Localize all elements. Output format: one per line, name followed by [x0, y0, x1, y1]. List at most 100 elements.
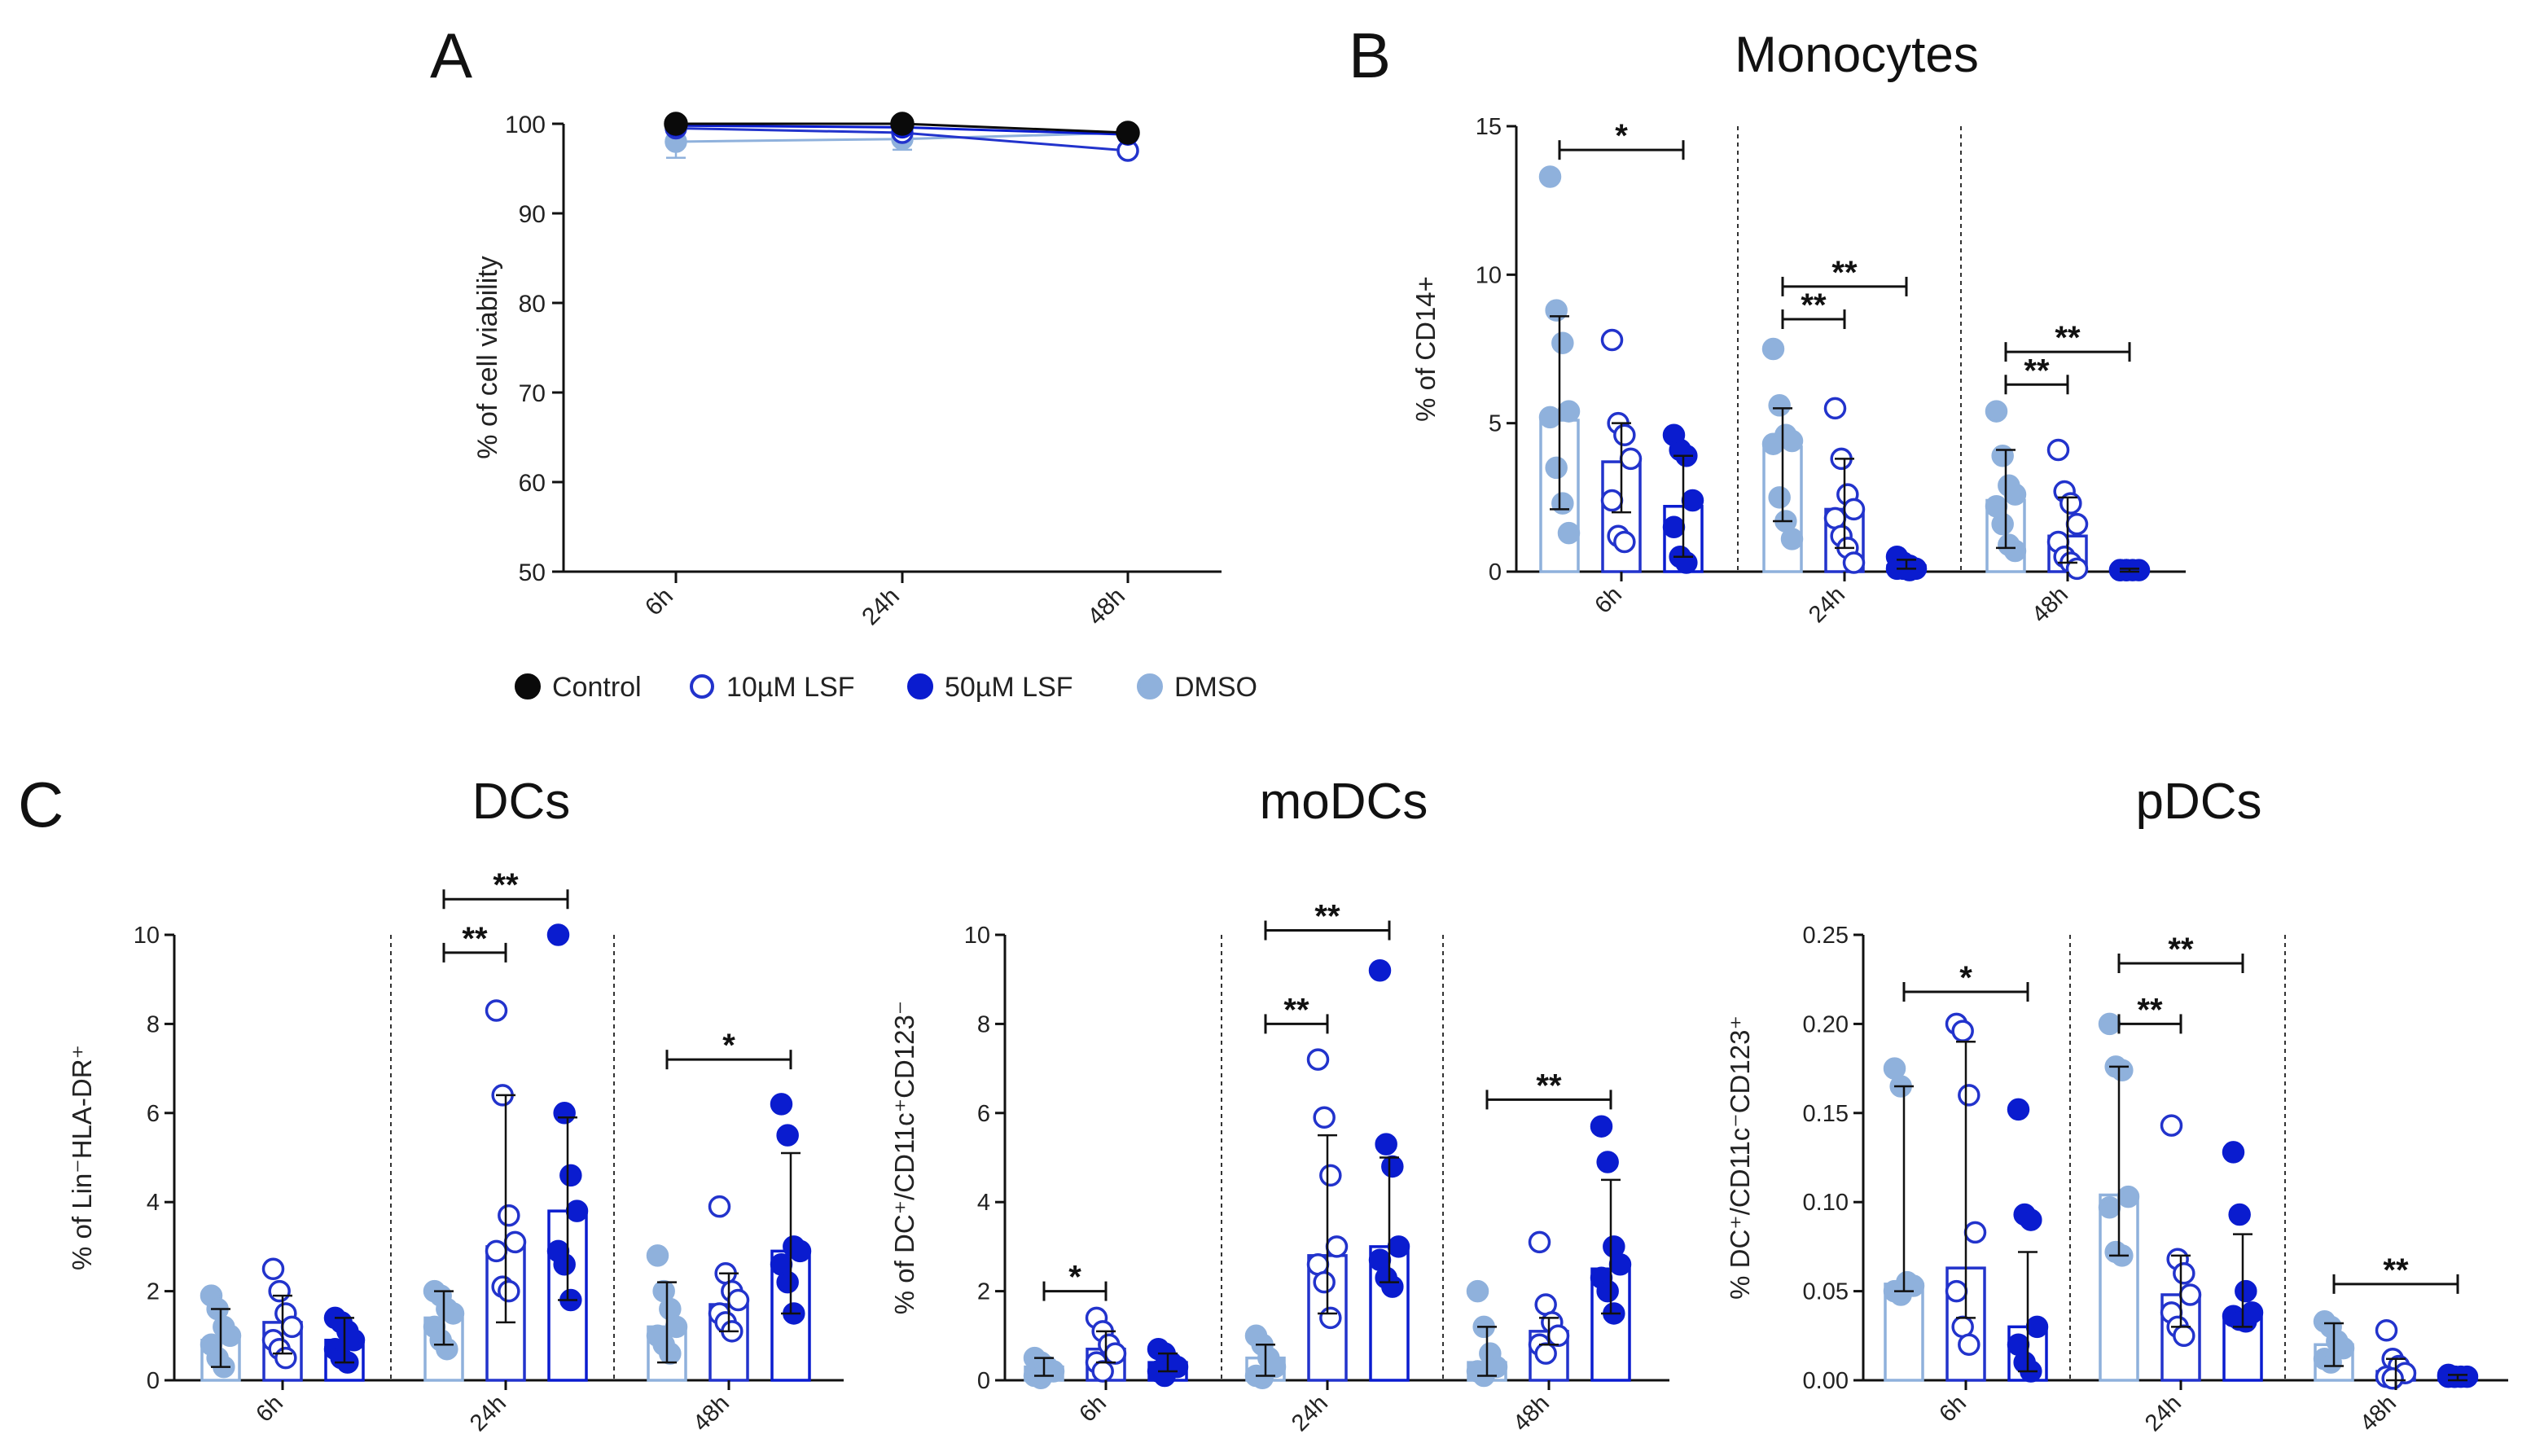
- c3-point-dmso: [1889, 1283, 1912, 1306]
- c1-x-tick-label: 48h: [688, 1390, 735, 1436]
- c2-sig-label: **: [1314, 899, 1340, 935]
- panel-label-a: A: [430, 20, 472, 91]
- c3-y-tick-label: 0.00: [1803, 1368, 1849, 1394]
- b-point-lsf10: [1613, 423, 1636, 447]
- c2-y-tick-label: 10: [964, 923, 990, 949]
- legend-label-dmso: DMSO: [1174, 672, 1257, 703]
- b-point-lsf50: [1675, 551, 1698, 574]
- c2-point-lsf10: [1091, 1360, 1114, 1383]
- c3-sig-label: **: [2137, 992, 2163, 1028]
- c1-point-dmso: [659, 1342, 682, 1365]
- b-point-dmso: [1768, 394, 1791, 417]
- legend-item-control: Control: [515, 672, 642, 703]
- b-y-axis-label: % of CD14+: [1410, 276, 1441, 422]
- b-point-dmso: [1780, 429, 1804, 453]
- c3-point-lsf10: [1958, 1084, 1980, 1107]
- b-point-dmso: [1538, 406, 1562, 429]
- c2-title: moDCs: [1260, 774, 1428, 830]
- c3-y-tick-label: 0.25: [1803, 923, 1849, 949]
- c3-point-lsf10: [1945, 1279, 1968, 1303]
- c2-sig-label: **: [1536, 1068, 1562, 1103]
- legend-item-10um-lsf: 10µM LSF: [690, 672, 855, 703]
- c3-point-lsf10: [2375, 1318, 2398, 1342]
- c2-point-lsf10: [1546, 1324, 1570, 1348]
- b-point-dmso: [1545, 456, 1568, 480]
- legend: Control 10µM LSF 50µM LSF DMSO: [515, 672, 1257, 703]
- c1-point-dmso: [218, 1324, 242, 1348]
- c2-point-lsf50: [1381, 1275, 1404, 1298]
- c3-point-lsf50: [2007, 1098, 2030, 1121]
- c3-point-lsf50: [2025, 1315, 2049, 1339]
- b-point-dmso: [1768, 486, 1791, 509]
- a-y-tick-label: 50: [519, 559, 546, 586]
- b-point-dmso: [1780, 528, 1804, 550]
- c2-point-lsf50: [1608, 1253, 1632, 1276]
- c1-point-lsf50: [546, 923, 570, 946]
- c2-y-tick-label: 2: [977, 1279, 990, 1305]
- c3-x-tick-label: 48h: [2355, 1390, 2402, 1436]
- b-point-dmso: [1991, 512, 2014, 536]
- c3-point-lsf50: [2222, 1141, 2245, 1164]
- c3-x-tick-label: 6h: [1935, 1390, 1972, 1427]
- c3-point-lsf10: [2178, 1283, 2202, 1306]
- panel-label-b: B: [1349, 20, 1391, 91]
- b-point-dmso: [1557, 400, 1581, 423]
- c1-point-dmso: [646, 1244, 669, 1267]
- c1-point-dmso: [436, 1337, 458, 1361]
- b-point-lsf10: [1823, 397, 1847, 420]
- a-y-tick-label: 70: [519, 380, 546, 407]
- c2-point-lsf50: [1368, 959, 1392, 982]
- c3-point-dmso: [2098, 1012, 2121, 1036]
- b-point-lsf10: [1842, 498, 1866, 521]
- c2-y-tick-label: 0: [977, 1368, 990, 1394]
- c1-point-lsf10: [485, 1239, 508, 1263]
- c2-point-lsf10: [1319, 1164, 1342, 1187]
- c1-y-tick-label: 10: [134, 923, 160, 949]
- c3-sig-label: *: [1959, 960, 1972, 996]
- c1-point-lsf10: [261, 1257, 285, 1280]
- c3-point-lsf10: [1958, 1333, 1980, 1356]
- b-x-tick-label: 24h: [1804, 581, 1850, 628]
- b-point-dmso: [1761, 432, 1785, 455]
- c3-y-tick-label: 0.20: [1803, 1011, 1849, 1037]
- c2-point-lsf50: [1387, 1235, 1410, 1258]
- c1-y-axis-label: % of Lin⁻HLA-DR⁺: [67, 1045, 97, 1270]
- b-point-dmso: [1551, 492, 1574, 515]
- c3-point-dmso: [2319, 1351, 2342, 1374]
- c1-point-lsf50: [565, 1199, 589, 1222]
- c3-sig-label: **: [2383, 1252, 2409, 1288]
- c2-x-tick-label: 6h: [1075, 1390, 1112, 1427]
- c2-sig-label: **: [1283, 992, 1309, 1028]
- c3-point-lsf10: [2173, 1324, 2195, 1348]
- c1-y-tick-label: 2: [147, 1279, 160, 1305]
- b-point-lsf10: [1600, 489, 1624, 512]
- b-point-lsf50: [2115, 559, 2138, 581]
- c1-point-lsf10: [274, 1346, 297, 1370]
- c2-point-lsf10: [1103, 1342, 1127, 1365]
- b-point-dmso: [1991, 445, 2014, 467]
- b-sig-label: **: [2024, 353, 2050, 388]
- a-y-tick-label: 80: [519, 291, 546, 318]
- c1-point-lsf50: [776, 1124, 799, 1147]
- legend-label-10um-lsf: 10µM LSF: [726, 672, 855, 703]
- b-point-lsf10: [2065, 557, 2089, 581]
- legend-label-control: Control: [552, 672, 642, 703]
- b-point-dmso: [1551, 331, 1574, 354]
- c1-y-tick-label: 0: [147, 1368, 160, 1394]
- c2-point-lsf50: [1596, 1279, 1619, 1303]
- c3-y-tick-label: 0.15: [1803, 1101, 1849, 1127]
- c1-point-dmso: [441, 1302, 465, 1325]
- legend-label-50um-lsf: 50µM LSF: [945, 672, 1073, 703]
- c2-y-tick-label: 4: [977, 1190, 990, 1216]
- c2-sig-label: *: [1068, 1260, 1081, 1296]
- c1-point-lsf50: [559, 1164, 582, 1187]
- c1-title: DCs: [472, 774, 571, 830]
- a-x-tick-label: 24h: [857, 583, 905, 631]
- c2-point-lsf10: [1313, 1106, 1336, 1129]
- c2-x-tick-label: 24h: [1287, 1390, 1333, 1436]
- c2-point-lsf50: [1375, 1133, 1397, 1156]
- c2-point-dmso: [1029, 1366, 1052, 1390]
- b-point-dmso: [1985, 400, 2008, 423]
- c3-sig-label: **: [2168, 932, 2194, 967]
